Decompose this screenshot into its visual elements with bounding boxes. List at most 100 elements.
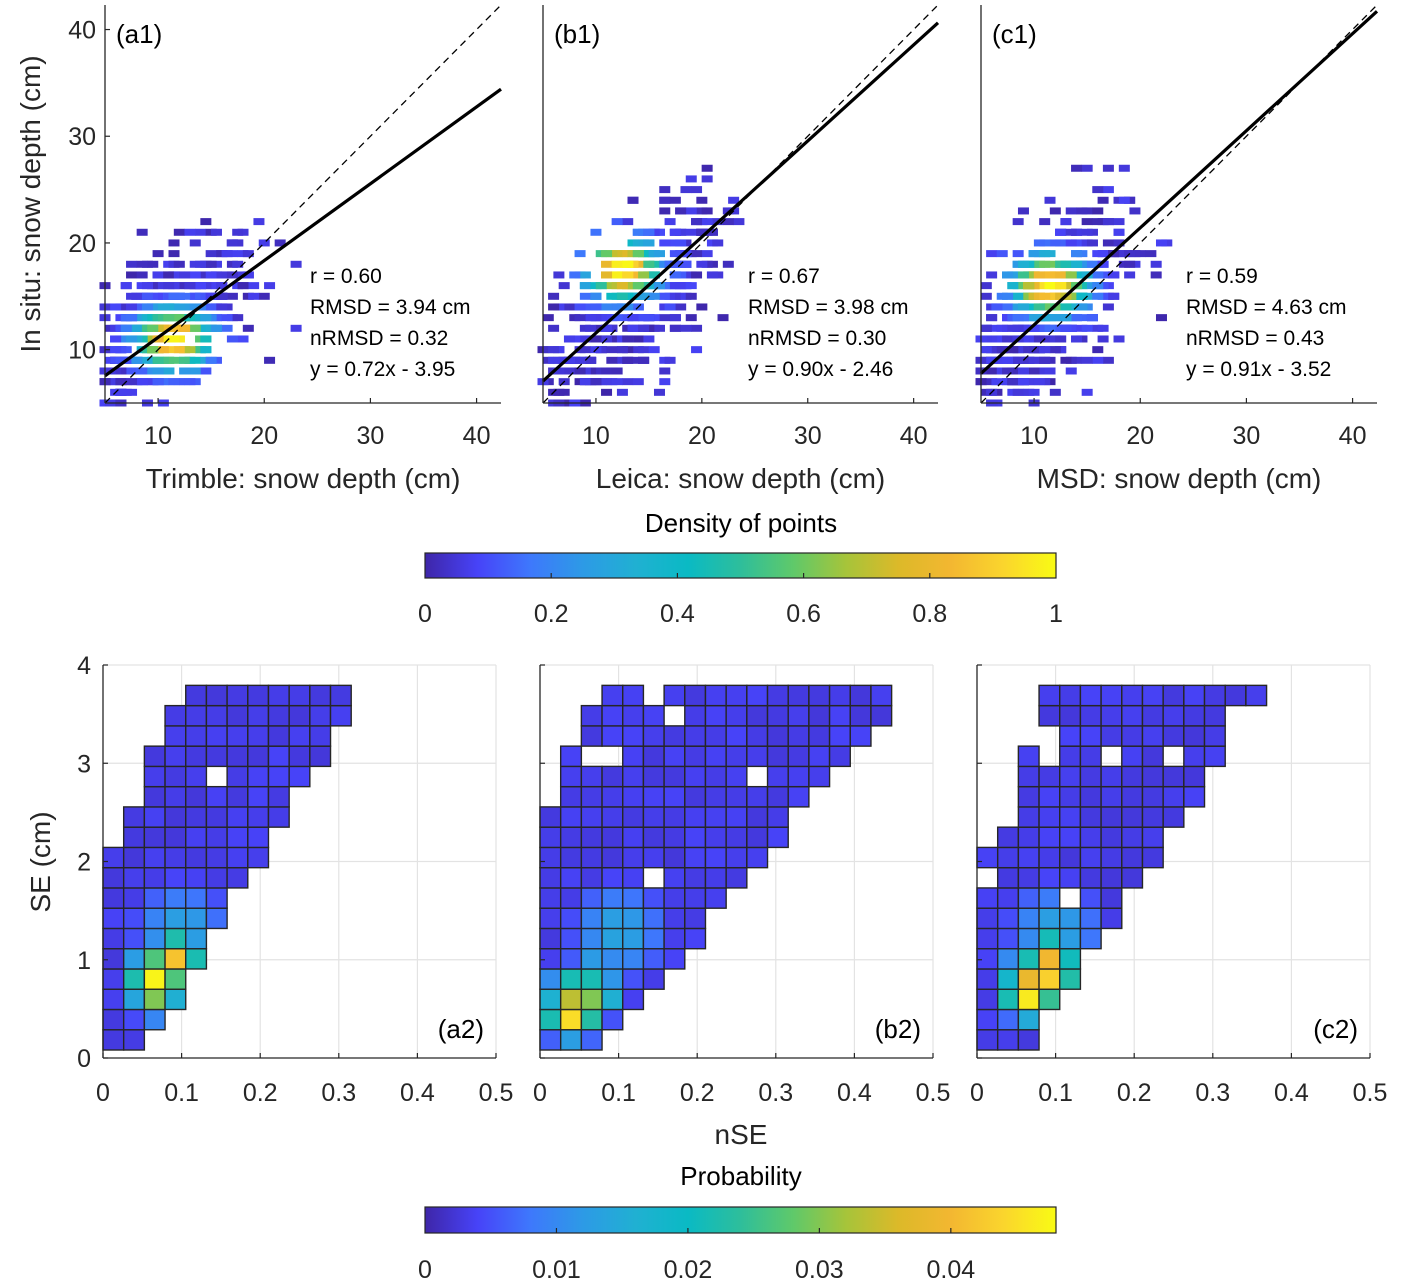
scatter-point [1081,164,1093,172]
scatter-point [669,282,681,290]
scatter-point [189,356,201,364]
heatmap-cell [1100,684,1123,707]
scatter-point [664,356,676,364]
heatmap-cell [267,745,290,768]
heatmap-cell [329,704,352,727]
panel-a2: 0 0.1 0.2 0.3 0.4 0.5 0 1 2 3 4 (a2) SE (cm) [25,652,513,1107]
scatter-point [1039,292,1051,300]
heatmap-cell [539,948,562,970]
scatter-point [242,271,254,279]
stat-line: nRMSD = 0.32 [310,327,448,350]
scatter-point [1071,314,1083,322]
colorbar-probability-bar [424,1206,1057,1234]
scatter-point [685,228,697,236]
heatmap-cell [559,846,583,869]
heatmap-cell [185,806,208,828]
x-tick-label: 20 [1126,422,1154,450]
scatter-point [131,324,143,332]
scatter-point [1113,218,1125,226]
scatter-point [242,324,254,332]
scatter-point [601,250,613,258]
heatmap-cell [205,826,228,849]
scatter-point [643,260,655,268]
scatter-point [184,228,196,236]
stat-line: r = 0.59 [1186,265,1258,288]
heatmap-cell [622,725,645,747]
heatmap-cell [122,968,146,990]
heatmap-cell [309,704,332,727]
scatter-point [1044,282,1056,290]
scatter-point [168,335,180,343]
scatter-point [1044,196,1056,204]
stat-line: y = 0.72x - 3.95 [310,358,455,381]
scatter-point [680,260,692,268]
scatter-point [152,367,164,375]
scatter-point [590,335,602,343]
heatmap-cell [1141,806,1164,828]
heatmap-cell [622,846,645,869]
scatter-point [659,378,671,386]
heatmap-cell [164,866,187,889]
scatter-point [200,314,212,322]
y-tick-label: 30 [68,123,96,151]
scatter-point [1092,207,1104,215]
scatter-point [232,260,244,268]
heatmap-cell [1017,826,1040,849]
scatter-point [1097,250,1109,258]
heatmap-cell [787,745,810,768]
heatmap-cell [559,907,583,930]
scatter-point [1017,303,1029,311]
heatmap-cell [267,684,290,707]
colorbar-tick-label: 0.2 [534,600,569,628]
scatter-point [601,388,613,396]
scatter-points [537,164,745,407]
scatter-point [685,314,697,322]
scatter-point [701,175,713,183]
x-axis-title: Trimble: snow depth (cm) [146,463,461,494]
heatmap-cell [684,907,707,930]
scatter-point [659,196,671,204]
scatter-point [1092,282,1104,290]
scatter-point [147,346,159,354]
heatmap-cell [559,948,583,970]
scatter-point [717,314,729,322]
scatter-point [548,356,560,364]
scatter-point [1092,356,1104,364]
heatmap-cell [642,846,665,869]
heatmap-cell [122,866,146,889]
scatter-point [120,282,132,290]
heatmap-cell [1141,704,1164,727]
panel-label: (c2) [1313,1014,1358,1044]
heatmap-cell [164,806,187,828]
heatmap-cell [226,846,249,869]
heatmap-cell [1059,968,1082,990]
colorbar-tick-label: 0.03 [795,1256,844,1284]
heatmap-cell [559,988,583,1011]
heatmap-cell [1038,968,1061,990]
heatmap-cell [1141,765,1164,788]
scatter-point [232,314,244,322]
panel-label: (b1) [554,19,600,49]
heatmap-cell [1183,745,1206,768]
scatter-point [1033,239,1045,247]
fit-line [979,10,1379,375]
scatter-point [1055,335,1067,343]
scatter-point [669,314,681,322]
heatmap-cell [704,866,727,889]
panel-label: (a1) [116,19,162,49]
scatter-point [706,271,718,279]
heatmap-cell [539,887,562,909]
heatmap-cell [1141,725,1164,747]
heatmap-cell [642,745,665,768]
heatmap-cell [1059,745,1082,768]
scatter-point [691,324,703,332]
heatmap-cell [663,725,686,747]
heatmap-cell [684,866,707,889]
scatter-point [1086,260,1098,268]
heatmap-cell [247,684,270,707]
heatmap-cell [1100,907,1123,930]
scatter-point [648,271,660,279]
scatter-point [126,292,138,300]
scatter-point [601,367,613,375]
